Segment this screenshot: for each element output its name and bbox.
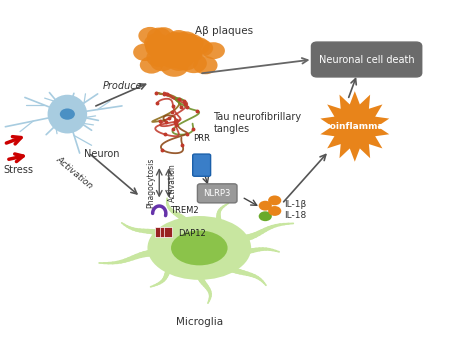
FancyBboxPatch shape [164,227,172,237]
Circle shape [173,51,198,71]
Circle shape [160,50,181,66]
Text: Stress: Stress [4,165,34,175]
Circle shape [60,109,75,120]
Circle shape [146,48,172,67]
Circle shape [164,32,186,49]
Circle shape [176,34,200,51]
Ellipse shape [147,216,251,280]
Text: Neuroinflammation: Neuroinflammation [305,122,404,131]
Polygon shape [320,91,389,162]
Circle shape [268,196,281,205]
Circle shape [140,56,163,73]
Text: DAP12: DAP12 [178,229,206,238]
Circle shape [169,32,193,50]
Circle shape [268,206,281,216]
Text: Tau neurofibrillary
tangles: Tau neurofibrillary tangles [213,112,301,134]
Circle shape [193,56,218,74]
Circle shape [181,44,202,60]
FancyBboxPatch shape [160,227,167,237]
Text: Activation: Activation [54,154,95,190]
Text: NLRP3: NLRP3 [203,189,231,198]
FancyBboxPatch shape [193,154,210,176]
Text: Aβ plaques: Aβ plaques [195,26,253,36]
Circle shape [175,31,198,48]
Circle shape [168,30,190,47]
Circle shape [168,50,194,69]
Ellipse shape [171,230,228,265]
Text: Microglia: Microglia [176,317,223,327]
Circle shape [144,33,170,53]
Circle shape [202,42,225,59]
Circle shape [146,38,172,58]
Circle shape [153,40,179,60]
Circle shape [150,43,176,62]
Text: Neuronal cell death: Neuronal cell death [319,55,414,65]
Text: TREM2: TREM2 [170,207,199,215]
Circle shape [168,39,195,59]
Circle shape [145,36,172,56]
Circle shape [181,54,207,73]
FancyBboxPatch shape [197,184,237,203]
FancyBboxPatch shape [155,227,162,237]
Circle shape [133,43,157,61]
Circle shape [259,211,272,221]
Circle shape [138,27,162,44]
Circle shape [186,37,210,55]
Circle shape [163,41,189,61]
Text: Produce: Produce [103,81,142,91]
Circle shape [161,56,189,77]
FancyBboxPatch shape [311,42,422,77]
Text: IL-1β: IL-1β [284,200,306,209]
Circle shape [173,45,199,64]
Text: Phagocytosis: Phagocytosis [147,158,156,208]
Circle shape [161,51,183,68]
Circle shape [161,35,185,54]
Circle shape [153,45,176,62]
Text: IL-18: IL-18 [284,211,306,220]
Circle shape [190,39,213,57]
Circle shape [147,28,172,46]
Circle shape [153,27,174,43]
Ellipse shape [47,95,87,133]
Text: Neuron: Neuron [84,149,119,159]
Circle shape [150,53,174,71]
Circle shape [178,34,203,53]
Circle shape [259,201,272,211]
Text: Activation: Activation [167,163,176,202]
Text: PRR: PRR [193,134,210,143]
Circle shape [182,46,202,62]
Circle shape [167,54,190,71]
